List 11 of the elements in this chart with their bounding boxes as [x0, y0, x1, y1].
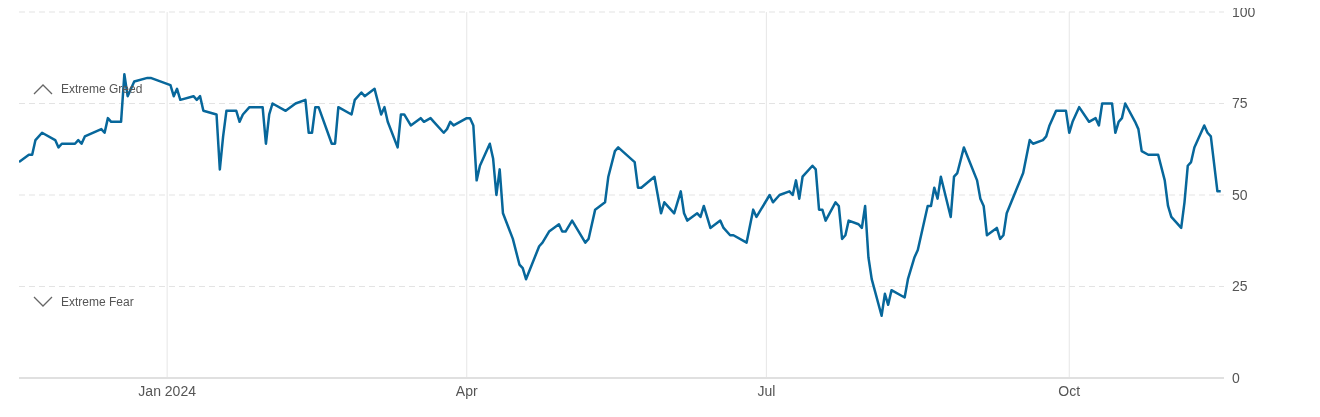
x-tick-label: Oct	[1058, 382, 1081, 399]
annotation: Extreme Fear	[61, 294, 134, 309]
y-tick-label: 75	[1232, 95, 1248, 112]
y-tick-label: 0	[1232, 369, 1240, 386]
y-tick-label: 100	[1232, 3, 1256, 20]
x-tick-label: Apr	[455, 382, 478, 399]
line-series	[19, 72, 1222, 318]
x-tick-label: Jul	[757, 382, 776, 399]
y-tick-label: 25	[1232, 278, 1248, 295]
y-tick-label: 50	[1232, 186, 1248, 203]
x-tick-label: Jan 2024	[138, 382, 197, 399]
